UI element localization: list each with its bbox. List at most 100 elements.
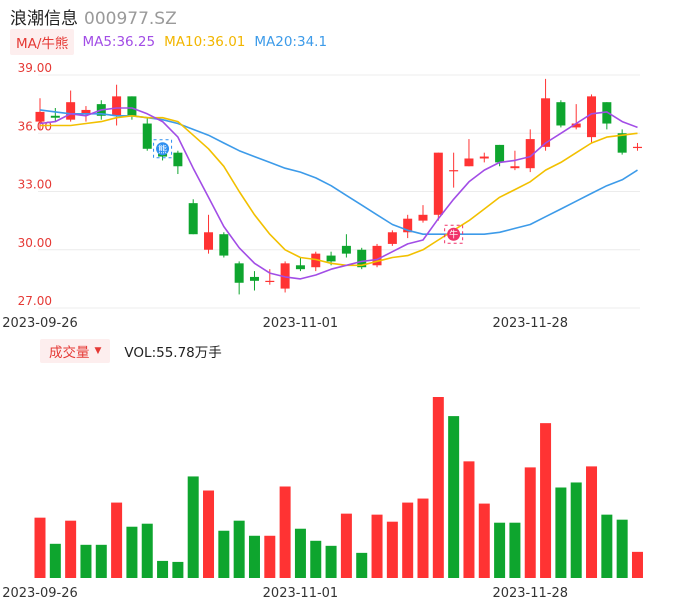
candle-body	[311, 253, 321, 268]
date-tick-label: 2023-11-01	[263, 316, 339, 331]
volume-bar	[325, 545, 337, 578]
price-tick-label: 27.00	[18, 294, 52, 308]
stock-title: 浪潮信息 000977.SZ	[10, 4, 177, 29]
candle-body	[204, 232, 214, 250]
bull-signal-marker: 牛	[444, 224, 464, 244]
volume-bar	[402, 502, 414, 578]
bear-signal-marker: 熊	[153, 139, 173, 159]
volume-bar	[141, 523, 153, 578]
volume-bar	[264, 535, 276, 578]
volume-bar	[524, 467, 536, 578]
candle-body	[50, 115, 60, 118]
volume-bar	[65, 520, 77, 578]
ma-legend: MA/牛熊 MA5:36.25 MA10:36.01 MA20:34.1	[10, 29, 328, 55]
volume-bar	[371, 514, 383, 578]
ma5-line	[39, 107, 638, 280]
volume-bar	[386, 521, 398, 578]
volume-bar	[432, 397, 444, 578]
volume-bar	[111, 502, 123, 578]
candle-body	[173, 152, 183, 167]
volume-bar	[248, 535, 260, 578]
volume-bar	[172, 561, 184, 578]
signal-label: 熊	[158, 143, 167, 155]
volume-bar	[157, 560, 169, 578]
candle-body	[541, 98, 551, 147]
candle-body	[525, 139, 535, 169]
volume-bar	[294, 528, 306, 578]
signal-badge	[156, 142, 170, 156]
volume-bar	[233, 520, 245, 578]
candle-body	[357, 249, 367, 268]
volume-bar	[356, 552, 368, 578]
candle-body	[35, 111, 45, 122]
candle-body	[372, 245, 382, 266]
volume-bar	[80, 544, 92, 578]
volume-bar	[34, 517, 46, 578]
candle-body	[142, 123, 152, 149]
volume-bar	[463, 461, 475, 578]
volume-legend: 成交量 ▼ VOL:55.78万手	[40, 339, 222, 363]
volume-bar	[601, 514, 613, 578]
volume-bar	[631, 551, 643, 578]
signal-frame	[444, 224, 464, 244]
volume-date-tick-label: 2023-09-26	[2, 586, 78, 601]
volume-bar	[95, 544, 107, 578]
volume-bar	[494, 522, 506, 578]
signal-frame	[153, 139, 173, 159]
candle-body	[219, 234, 229, 256]
candle-body	[280, 263, 290, 289]
candle-body	[295, 265, 305, 270]
volume-bar	[203, 490, 215, 578]
candle-body	[617, 133, 627, 153]
volume-bar	[586, 466, 598, 578]
volume-bar	[218, 530, 230, 578]
candle-body	[249, 276, 259, 281]
ma20-value: MA20:34.1	[254, 34, 328, 50]
candle-body	[112, 96, 122, 116]
candle-body	[433, 152, 443, 215]
volume-bar	[417, 498, 429, 578]
volume-indicator-label: 成交量	[49, 345, 90, 361]
ma10-value: MA10:36.01	[164, 34, 246, 50]
volume-bar	[340, 513, 352, 578]
ma-indicator-toggle[interactable]: MA/牛熊	[10, 29, 75, 55]
candle-body	[81, 109, 91, 114]
candle-body	[127, 96, 137, 116]
date-tick-label: 2023-11-28	[492, 316, 568, 331]
volume-bar	[616, 519, 628, 578]
price-tick-label: 39.00	[18, 61, 52, 75]
candle-body	[418, 214, 428, 221]
volume-bar	[49, 543, 61, 578]
stock-name: 浪潮信息	[10, 9, 78, 29]
candle-body	[234, 263, 244, 283]
candle-body	[326, 255, 336, 262]
ma10-line	[40, 115, 638, 267]
signal-label: 牛	[449, 229, 458, 241]
candle-body	[387, 232, 397, 244]
ma5-value: MA5:36.25	[82, 34, 156, 50]
candle-body	[632, 146, 642, 149]
volume-bar	[310, 540, 322, 578]
stock-code: 000977.SZ	[84, 9, 177, 29]
candle-body	[495, 144, 505, 163]
candle-body	[587, 96, 597, 138]
volume-bar	[279, 486, 291, 578]
volume-bar	[126, 526, 138, 578]
volume-bar	[187, 476, 199, 578]
candle-body	[341, 245, 351, 254]
signal-badge	[447, 227, 461, 241]
candle-body	[571, 123, 581, 128]
candle-body	[556, 102, 566, 126]
volume-date-tick-label: 2023-11-28	[492, 586, 568, 601]
dropdown-arrow-icon: ▼	[94, 346, 102, 356]
volume-bar	[540, 423, 552, 578]
volume-indicator-toggle[interactable]: 成交量 ▼	[40, 339, 111, 363]
candle-body	[188, 203, 198, 235]
volume-bar	[478, 503, 490, 578]
candle-body	[403, 218, 413, 233]
price-tick-label: 33.00	[18, 178, 52, 192]
candle-body	[449, 170, 459, 172]
volume-value: VOL:55.78万手	[124, 345, 222, 361]
candle-body	[66, 102, 76, 120]
